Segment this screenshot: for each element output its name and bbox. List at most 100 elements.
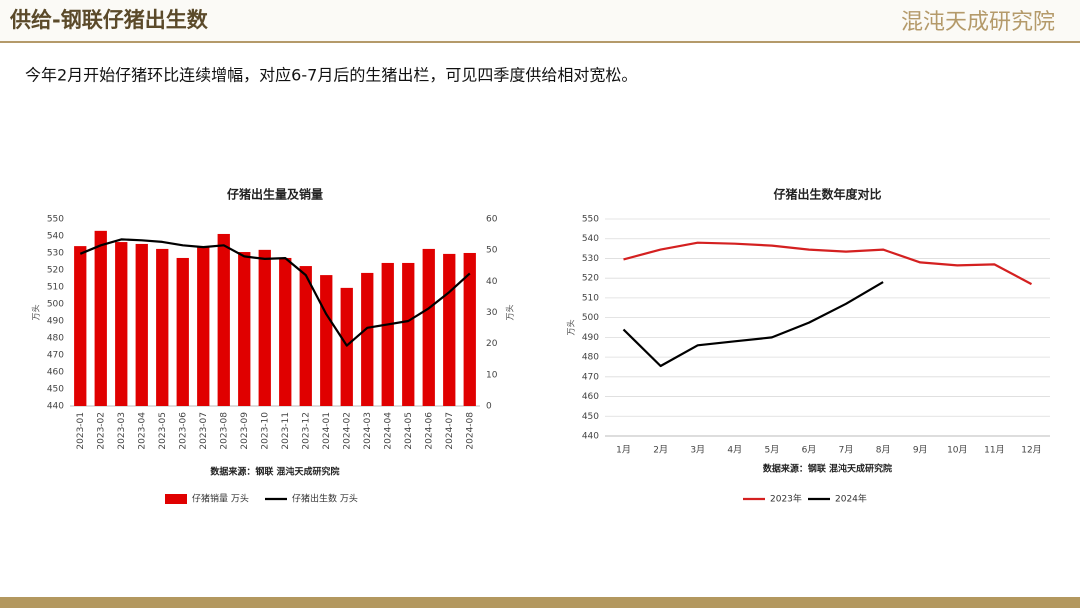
header-rule	[0, 41, 1080, 43]
x-tick-label: 2024-04	[383, 412, 393, 450]
y-tick-label: 490	[47, 317, 64, 327]
source-note: 数据来源：钢联 混沌天成研究院	[763, 463, 892, 475]
x-tick-label: 9月	[913, 445, 928, 456]
x-tick-label: 2023-06	[178, 412, 188, 450]
y-tick-label: 550	[47, 215, 64, 225]
legend-label: 仔猪出生数 万头	[292, 493, 358, 505]
chart-title: 仔猪出生数年度对比	[773, 187, 881, 202]
line-series	[623, 241, 1033, 286]
y-tick-label: 510	[582, 293, 599, 303]
y2-tick-label: 50	[486, 246, 498, 256]
x-tick-label: 2023-05	[158, 412, 168, 450]
y2-tick-label: 10	[486, 370, 498, 380]
y-tick-label: 540	[47, 232, 64, 242]
x-tick-label: 2023-02	[96, 412, 106, 450]
bar	[443, 253, 456, 406]
bar	[94, 230, 107, 406]
y-tick-label: 470	[582, 372, 599, 382]
bar	[463, 252, 476, 406]
line-series	[622, 281, 884, 368]
x-tick-label: 1月	[616, 445, 631, 456]
bar	[217, 233, 230, 406]
y-tick-label: 480	[582, 353, 599, 363]
bar	[402, 262, 415, 406]
bar	[422, 248, 435, 406]
bar	[340, 287, 353, 406]
subtitle: 今年2月开始仔猪环比连续增幅，对应6-7月后的生猪出栏，可见四季度供给相对宽松。	[25, 66, 637, 85]
y2-tick-label: 20	[486, 339, 498, 349]
bar	[299, 266, 312, 406]
x-tick-label: 2023-01	[76, 412, 86, 450]
x-tick-label: 2月	[653, 445, 668, 456]
x-tick-label: 2023-04	[137, 412, 147, 450]
source-note: 数据来源：钢联 混沌天成研究院	[210, 466, 339, 478]
x-tick-label: 12月	[1021, 445, 1041, 456]
bar	[74, 246, 87, 406]
y-tick-label: 550	[582, 215, 599, 225]
legend-swatch	[165, 494, 187, 504]
bar	[258, 249, 271, 406]
x-tick-label: 2023-12	[301, 412, 311, 450]
y-tick-label: 450	[47, 385, 64, 395]
y2-tick-label: 30	[486, 308, 498, 318]
bar	[115, 242, 128, 406]
bar	[381, 262, 394, 406]
x-tick-label: 3月	[690, 445, 705, 456]
x-tick-label: 7月	[839, 445, 854, 456]
y-tick-label: 470	[47, 351, 64, 361]
x-tick-label: 2024-03	[363, 412, 373, 450]
bar	[238, 252, 251, 406]
bar	[176, 257, 189, 406]
x-tick-label: 2024-06	[424, 412, 434, 450]
x-tick-label: 2024-05	[404, 412, 414, 450]
x-tick-label: 5月	[765, 445, 780, 456]
y2-axis-label: 万头	[505, 305, 515, 321]
x-tick-label: 6月	[802, 445, 817, 456]
y2-tick-label: 40	[486, 277, 498, 287]
y-tick-label: 500	[47, 300, 64, 310]
x-tick-label: 2024-01	[322, 412, 332, 450]
y-tick-label: 520	[47, 266, 64, 276]
x-tick-label: 2023-07	[199, 412, 209, 450]
x-tick-label: 2023-03	[117, 412, 127, 450]
x-tick-label: 11月	[984, 445, 1004, 456]
x-tick-label: 8月	[876, 445, 891, 456]
legend-label: 2024年	[835, 493, 867, 505]
x-tick-label: 2024-08	[465, 412, 475, 450]
x-tick-label: 4月	[727, 445, 742, 456]
y-tick-label: 490	[582, 333, 599, 343]
y-tick-label: 450	[582, 412, 599, 422]
x-tick-label: 2023-10	[260, 412, 270, 450]
footer-bar	[0, 597, 1080, 608]
y-tick-label: 540	[582, 234, 599, 244]
y-tick-label: 460	[582, 392, 599, 402]
x-tick-label: 2023-09	[240, 412, 250, 450]
y2-tick-label: 60	[486, 215, 498, 225]
bar	[361, 272, 374, 406]
y-tick-label: 520	[582, 274, 599, 284]
bar	[197, 247, 210, 406]
x-tick-label: 2024-02	[342, 412, 352, 450]
y-tick-label: 510	[47, 283, 64, 293]
y-axis-label: 万头	[31, 305, 41, 321]
y-tick-label: 500	[582, 313, 599, 323]
y2-tick-label: 0	[486, 402, 492, 412]
bar	[156, 248, 169, 406]
x-tick-label: 2023-11	[281, 412, 291, 450]
y-tick-label: 480	[47, 334, 64, 344]
y-tick-label: 530	[582, 254, 599, 264]
x-tick-label: 10月	[947, 445, 967, 456]
bar	[320, 275, 333, 406]
legend-label: 2023年	[770, 493, 802, 505]
logo: 混沌天成研究院	[901, 10, 1055, 35]
x-tick-label: 2023-08	[219, 412, 229, 450]
chart-title: 仔猪出生量及销量	[227, 187, 323, 202]
y-tick-label: 440	[47, 402, 64, 412]
x-tick-label: 2024-07	[445, 412, 455, 450]
bar	[279, 257, 292, 406]
legend-label: 仔猪销量 万头	[192, 493, 249, 505]
y-tick-label: 440	[582, 432, 599, 442]
line-series	[79, 238, 471, 347]
y-axis-label: 万头	[566, 320, 576, 336]
